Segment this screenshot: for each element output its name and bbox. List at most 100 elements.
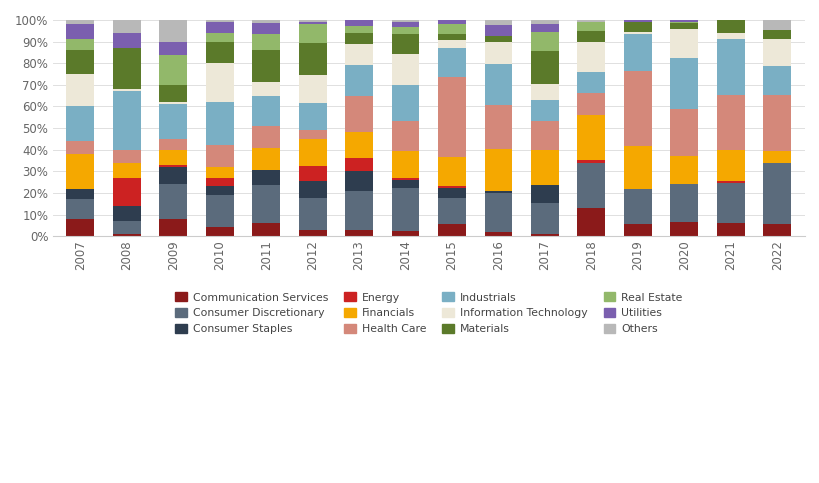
Bar — [437, 188, 465, 198]
Bar — [298, 140, 326, 166]
Bar — [345, 229, 373, 236]
Bar — [113, 206, 141, 221]
Bar — [298, 230, 326, 236]
Bar — [159, 167, 187, 184]
Bar — [113, 234, 141, 236]
Bar — [623, 20, 651, 22]
Bar — [159, 219, 187, 236]
Bar — [577, 163, 604, 208]
Bar — [762, 66, 790, 95]
Bar — [298, 130, 326, 140]
Bar — [577, 31, 604, 42]
Bar — [345, 33, 373, 44]
Bar — [716, 183, 744, 223]
Bar — [66, 106, 94, 141]
Bar — [577, 160, 604, 163]
Bar — [531, 203, 558, 234]
Bar — [762, 151, 790, 163]
Bar — [113, 178, 141, 206]
Bar — [577, 115, 604, 160]
Bar — [66, 154, 94, 188]
Bar — [252, 83, 280, 96]
Bar — [484, 232, 512, 236]
Bar — [623, 32, 651, 34]
Bar — [437, 40, 465, 48]
Bar — [669, 109, 697, 156]
Bar — [206, 145, 233, 167]
Bar — [577, 72, 604, 94]
Bar — [159, 139, 187, 150]
Bar — [206, 186, 233, 195]
Bar — [66, 40, 94, 50]
Bar — [159, 150, 187, 165]
Bar — [252, 170, 280, 185]
Bar — [113, 20, 141, 33]
Bar — [484, 191, 512, 193]
Bar — [252, 33, 280, 50]
Bar — [252, 96, 280, 127]
Bar — [159, 184, 187, 219]
Bar — [391, 34, 419, 54]
Bar — [298, 75, 326, 103]
Bar — [437, 34, 465, 40]
Bar — [66, 24, 94, 40]
Bar — [716, 39, 744, 95]
Bar — [437, 198, 465, 224]
Bar — [298, 181, 326, 198]
Bar — [623, 145, 651, 189]
Bar — [437, 224, 465, 236]
Bar — [669, 184, 697, 222]
Bar — [113, 48, 141, 89]
Bar — [577, 22, 604, 31]
Bar — [762, 95, 790, 151]
Bar — [206, 167, 233, 178]
Bar — [391, 179, 419, 180]
Bar — [206, 178, 233, 186]
Bar — [531, 100, 558, 121]
Bar — [159, 104, 187, 139]
Bar — [252, 50, 280, 83]
Bar — [484, 42, 512, 64]
Bar — [113, 163, 141, 178]
Bar — [206, 195, 233, 227]
Bar — [206, 42, 233, 63]
Bar — [623, 34, 651, 71]
Bar — [577, 94, 604, 115]
Bar — [716, 33, 744, 39]
Bar — [66, 141, 94, 154]
Bar — [577, 20, 604, 22]
Bar — [669, 22, 697, 24]
Bar — [345, 20, 373, 27]
Bar — [484, 36, 512, 42]
Bar — [669, 28, 697, 58]
Bar — [484, 20, 512, 26]
Bar — [159, 85, 187, 102]
Bar — [345, 132, 373, 158]
Bar — [252, 148, 280, 170]
Bar — [159, 102, 187, 104]
Bar — [345, 27, 373, 33]
Bar — [113, 33, 141, 48]
Bar — [531, 234, 558, 236]
Bar — [113, 221, 141, 234]
Bar — [345, 96, 373, 132]
Bar — [298, 198, 326, 230]
Bar — [66, 74, 94, 106]
Bar — [159, 42, 187, 55]
Bar — [345, 191, 373, 229]
Bar — [669, 222, 697, 236]
Bar — [531, 84, 558, 100]
Bar — [762, 20, 790, 30]
Bar — [531, 32, 558, 51]
Bar — [113, 91, 141, 150]
Bar — [531, 185, 558, 203]
Bar — [298, 166, 326, 181]
Bar — [716, 223, 744, 236]
Bar — [206, 33, 233, 42]
Bar — [391, 27, 419, 34]
Bar — [531, 121, 558, 150]
Bar — [577, 208, 604, 236]
Bar — [484, 105, 512, 149]
Bar — [206, 22, 233, 33]
Bar — [252, 23, 280, 33]
